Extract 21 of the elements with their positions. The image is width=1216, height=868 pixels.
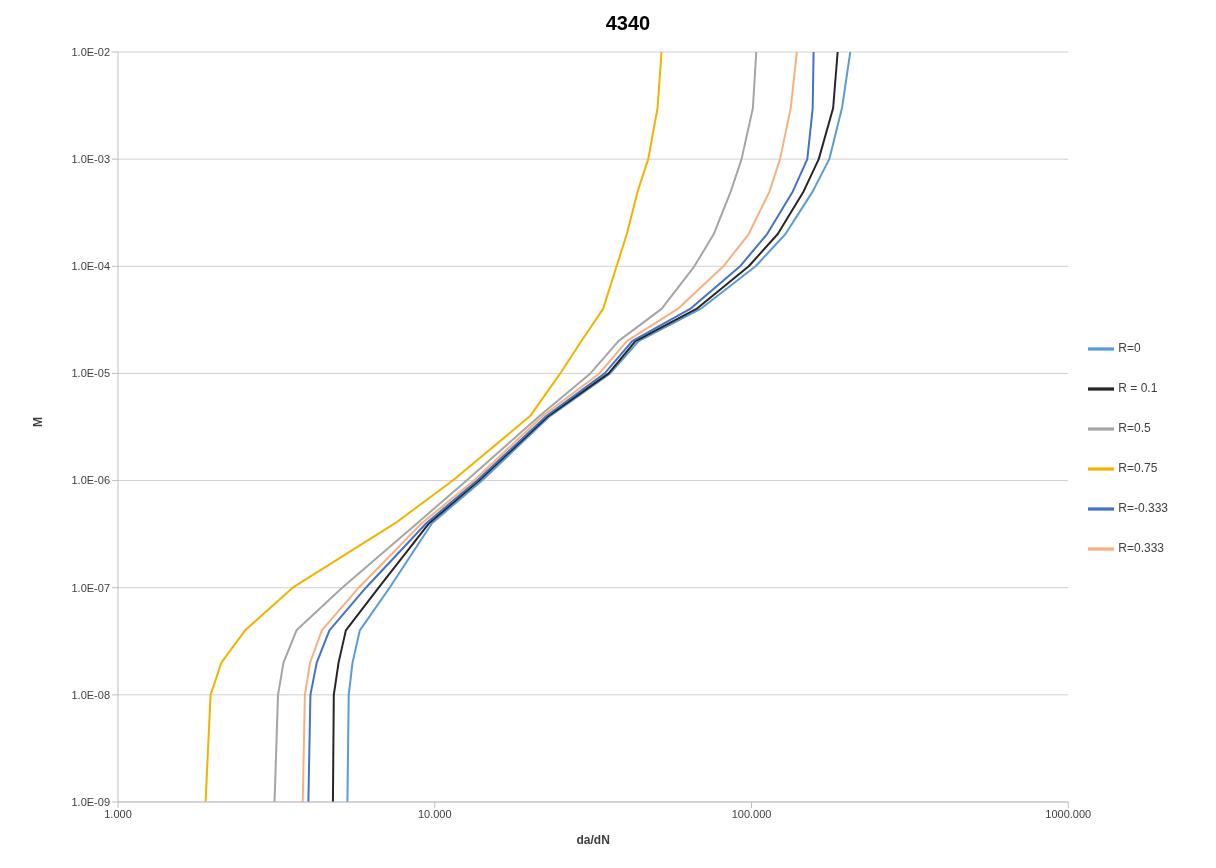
x-tick-label: 1000.000 — [1045, 807, 1092, 820]
y-tick-label: 1.0E-03 — [71, 153, 110, 166]
y-tick-label: 1.0E-04 — [71, 260, 110, 273]
y-axis-title: M — [31, 417, 46, 427]
legend-label: R=0.75 — [1118, 461, 1158, 475]
legend-label: R=-0.333 — [1118, 501, 1168, 515]
y-tick-label: 1.0E-02 — [71, 45, 110, 58]
x-tick-label: 1.000 — [104, 807, 132, 820]
chart-title: 4340 — [604, 11, 652, 36]
x-tick-label: 100.000 — [731, 807, 772, 820]
legend-label: R = 0.1 — [1118, 381, 1158, 395]
y-tick-label: 1.0E-07 — [71, 581, 110, 594]
y-tick-label: 1.0E-06 — [71, 474, 110, 487]
y-tick-label: 1.0E-08 — [71, 688, 110, 701]
y-tick-label: 1.0E-09 — [71, 795, 110, 808]
y-tick-label: 1.0E-05 — [71, 367, 110, 380]
x-axis-title: da/dN — [576, 833, 610, 847]
legend-label: R=0 — [1118, 341, 1141, 355]
x-tick-label: 10.000 — [417, 807, 452, 820]
legend-label: R=0.5 — [1118, 421, 1151, 435]
legend-label: R=0.333 — [1118, 541, 1164, 555]
